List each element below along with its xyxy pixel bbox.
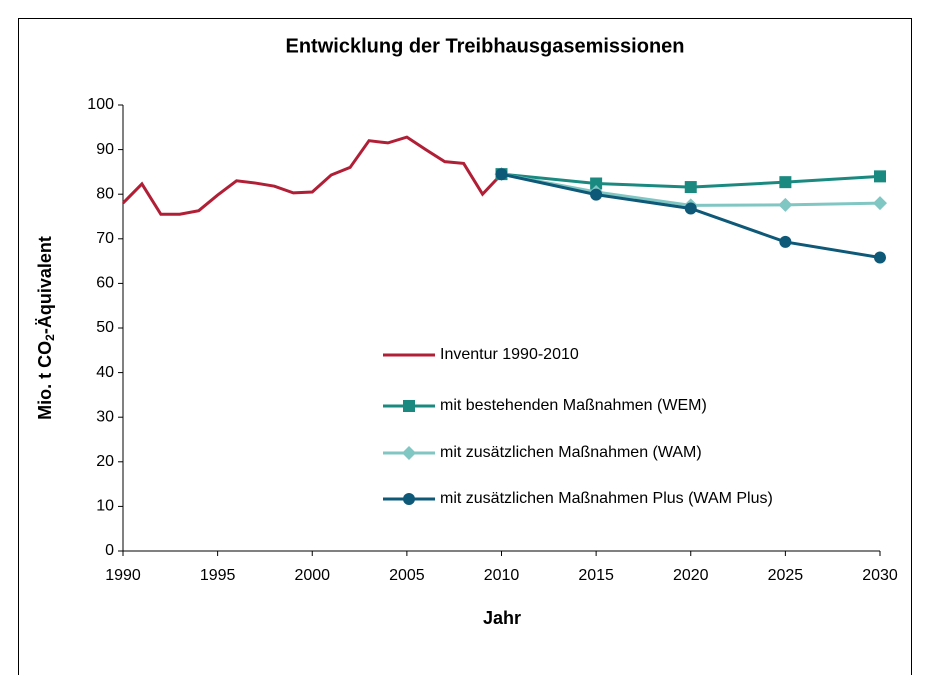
legend-label: Inventur 1990-2010 <box>440 346 579 363</box>
x-tick-label: 2030 <box>862 567 898 584</box>
marker-circle <box>590 188 603 201</box>
x-tick-label: 2000 <box>294 567 330 584</box>
marker-square <box>684 181 697 194</box>
series-line <box>121 135 503 216</box>
x-tick-label: 1990 <box>105 567 141 584</box>
chart-frame <box>18 18 912 675</box>
x-tick-label: 2025 <box>768 567 804 584</box>
legend-label: mit zusätzlichen Maßnahmen (WAM) <box>440 444 702 461</box>
y-tick-label: 0 <box>105 542 114 559</box>
marker-circle <box>684 202 697 215</box>
y-label-part: -Äquivalent <box>35 236 55 334</box>
marker-square <box>590 177 603 190</box>
y-tick-label: 80 <box>96 185 114 202</box>
legend-label: mit zusätzlichen Maßnahmen Plus (WAM Plu… <box>440 490 773 507</box>
x-tick-label: 2005 <box>389 567 425 584</box>
y-label-sub: 2 <box>43 334 57 341</box>
marker-circle <box>403 493 415 505</box>
y-label-part: Mio. t CO <box>35 341 55 420</box>
y-tick-label: 30 <box>96 408 114 425</box>
chart-title: Entwicklung der Treibhausgasemissionen <box>286 35 685 57</box>
marker-circle <box>495 168 508 181</box>
x-tick-label: 1995 <box>200 567 236 584</box>
y-tick-label: 60 <box>96 275 114 292</box>
marker-diamond <box>873 196 887 211</box>
y-tick-label: 40 <box>96 364 114 381</box>
y-tick-label: 70 <box>96 230 114 247</box>
marker-diamond <box>778 197 793 212</box>
marker-square <box>779 176 792 189</box>
y-tick-label: 90 <box>96 141 114 158</box>
legend-label: mit bestehenden Maßnahmen (WEM) <box>440 397 707 414</box>
y-tick-label: 100 <box>87 96 114 113</box>
x-tick-label: 2010 <box>484 567 520 584</box>
marker-square <box>403 400 415 412</box>
marker-circle <box>874 251 886 264</box>
y-tick-label: 10 <box>96 498 114 515</box>
y-tick-label: 20 <box>96 453 114 470</box>
marker-square <box>874 170 886 183</box>
y-tick-label: 50 <box>96 319 114 336</box>
x-tick-label: 2015 <box>578 567 614 584</box>
x-tick-label: 2020 <box>673 567 709 584</box>
y-axis-label: Mio. t CO2-Äquivalent <box>35 236 57 420</box>
marker-circle <box>779 235 792 248</box>
marker-diamond <box>402 446 416 460</box>
x-axis-label: Jahr <box>483 608 521 628</box>
